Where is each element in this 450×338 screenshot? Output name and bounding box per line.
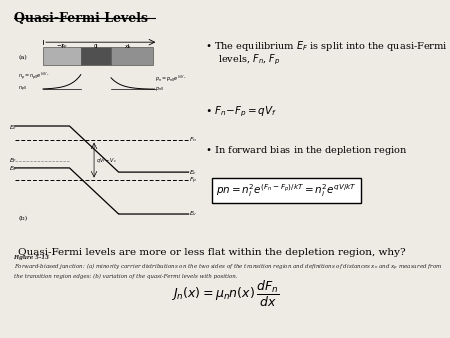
Bar (43, 47, 81, 65)
Text: (b): (b) (18, 216, 27, 221)
Text: Quasi-Fermi Levels: Quasi-Fermi Levels (14, 12, 148, 25)
Bar (81, 47, 111, 65)
Text: $E_F$: $E_F$ (9, 156, 18, 165)
Text: $-x_p$: $-x_p$ (56, 43, 68, 52)
Text: $\bullet$ The equilibrium $E_F$ is split into the quasi-Fermi: $\bullet$ The equilibrium $E_F$ is split… (205, 39, 448, 53)
Text: $n_{p0}$: $n_{p0}$ (18, 85, 27, 94)
Text: $E_c$: $E_c$ (189, 168, 198, 176)
Text: $E_c$: $E_c$ (9, 123, 18, 131)
Text: $F_n$: $F_n$ (189, 135, 198, 144)
Text: $\bullet$ $F_n$$-$$F_p$$=$$qV_f$: $\bullet$ $F_n$$-$$F_p$$=$$qV_f$ (205, 105, 277, 119)
Text: $0$: $0$ (93, 43, 99, 50)
Bar (111, 47, 153, 65)
Text: $E_v$: $E_v$ (189, 210, 198, 218)
Text: $x_n$: $x_n$ (124, 44, 132, 51)
Text: Forward-biased junction: (a) minority carrier distributions on the two sides of : Forward-biased junction: (a) minority ca… (14, 262, 442, 279)
Text: $F_p$: $F_p$ (189, 175, 198, 186)
Text: Figure 5-13: Figure 5-13 (14, 255, 50, 260)
Text: $E_v$: $E_v$ (9, 165, 18, 173)
Text: $qV_f - V_c$: $qV_f - V_c$ (96, 155, 117, 165)
Text: $p_n = p_{n0}e^{V/V_T}$: $p_n = p_{n0}e^{V/V_T}$ (156, 74, 187, 84)
Text: levels, $F_n$, $F_p$: levels, $F_n$, $F_p$ (218, 52, 281, 67)
Text: $n_p = n_{p0}e^{V/V_T}$: $n_p = n_{p0}e^{V/V_T}$ (18, 70, 50, 82)
Text: $pn = n_i^2 e^{(F_n-F_p)/kT} = n_i^2 e^{qV/kT}$: $pn = n_i^2 e^{(F_n-F_p)/kT} = n_i^2 e^{… (216, 183, 357, 199)
Text: $J_n(x) = \mu_n n(x)\,\dfrac{dF_n}{dx}$: $J_n(x) = \mu_n n(x)\,\dfrac{dF_n}{dx}$ (171, 279, 279, 309)
Text: Quasi-Fermi levels are more or less flat within the depletion region, why?: Quasi-Fermi levels are more or less flat… (18, 248, 405, 258)
Text: (a): (a) (18, 55, 27, 60)
Text: $p_{n0}$: $p_{n0}$ (156, 86, 165, 93)
Text: $\bullet$ In forward bias in the depletion region: $\bullet$ In forward bias in the depleti… (205, 144, 407, 156)
